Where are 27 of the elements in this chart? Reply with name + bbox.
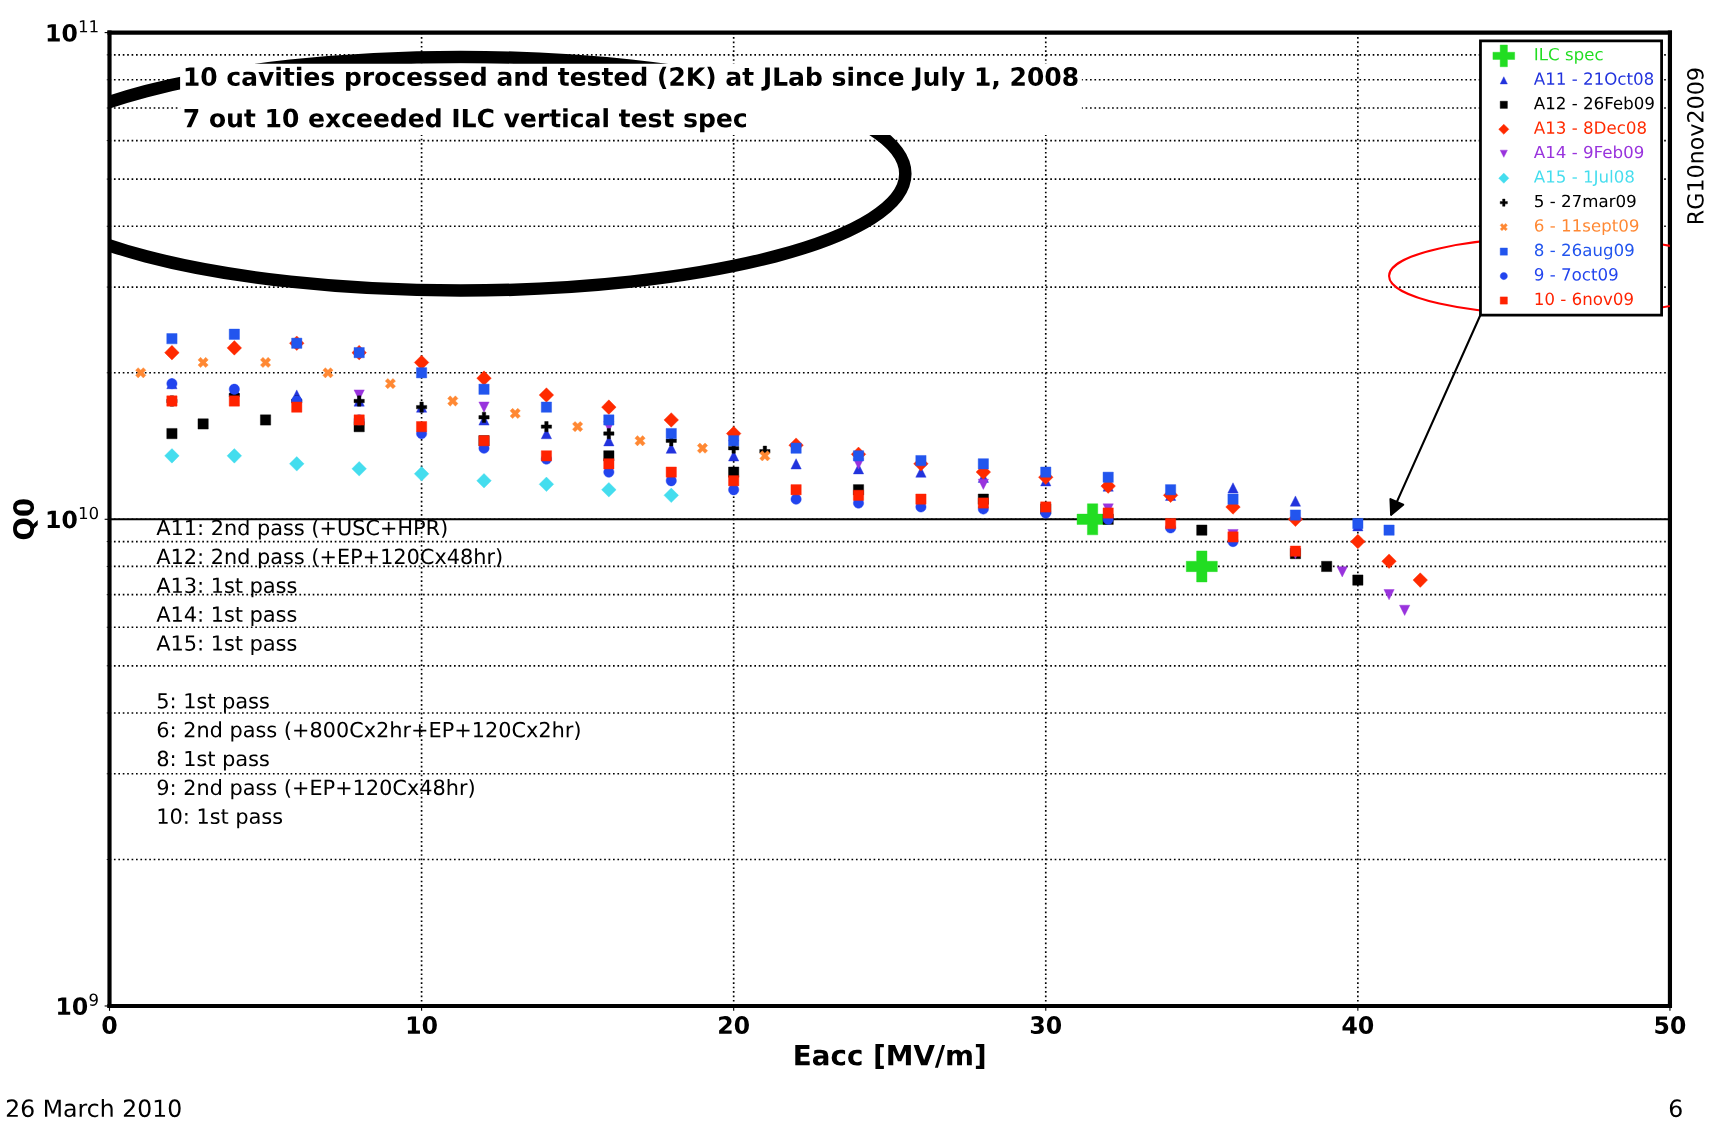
y-tick-label: 10$^{9}$ <box>58 993 98 1016</box>
legend-label: A14 - 9Feb09 <box>1533 145 1644 159</box>
legend-label: 10 - 6nov09 <box>1535 292 1633 306</box>
legend-label: A15 - 1Jul08 <box>1533 169 1634 186</box>
x-tick-label: 0 <box>102 1016 117 1034</box>
text: 6 <box>1669 1099 1682 1118</box>
x-axis-title: Eacc [MV/m] <box>795 1044 985 1069</box>
x-tick-label: 40 <box>1342 1016 1374 1034</box>
y-axis-title: Q0 <box>13 499 38 540</box>
legend-label: 5 - 27mar09 <box>1535 194 1636 208</box>
legend-label: 8 - 26aug09 <box>1534 243 1634 260</box>
legend-label: 6 - 11sept09 <box>1534 219 1639 235</box>
y-tick-label: 10$^{11}$ <box>47 20 98 42</box>
text: A11: 2nd pass (+USC+HPR) A12: 2nd pass (+EP+120Cx48hr) A13: 1st pass A14: 1st pass A15: 1st pass 5: 1st pass 6: 2nd pass (+800Cx2hr+EP+120Cx2hr) 8: 1st pass 9: 2nd pass (+EP+120Cx48hr) 10: 1st pass <box>156 519 580 829</box>
text: RG10nov2009 <box>1686 68 1704 224</box>
legend-label: 9 - 7oct09 <box>1534 268 1618 281</box>
legend-label: A12 - 26Feb09 <box>1533 96 1654 110</box>
legend-label: ILC spec <box>1535 47 1603 64</box>
annotation: 10 cavities processed and tested (2K) at JLab since July 1, 2008 7 out 10 exceeded ILC vertical test spec <box>184 66 1078 133</box>
x-tick-label: 10 <box>407 1016 437 1034</box>
x-tick-label: 30 <box>1030 1016 1062 1034</box>
text: 26 March 2010 <box>6 1098 181 1118</box>
legend-label: A13 - 8Dec08 <box>1533 121 1646 134</box>
x-tick-label: 50 <box>1655 1016 1686 1034</box>
y-tick-label: 10$^{10}$ <box>47 506 99 529</box>
legend-label: A11 - 21Oct08 <box>1533 72 1654 85</box>
x-tick-label: 20 <box>719 1016 749 1034</box>
